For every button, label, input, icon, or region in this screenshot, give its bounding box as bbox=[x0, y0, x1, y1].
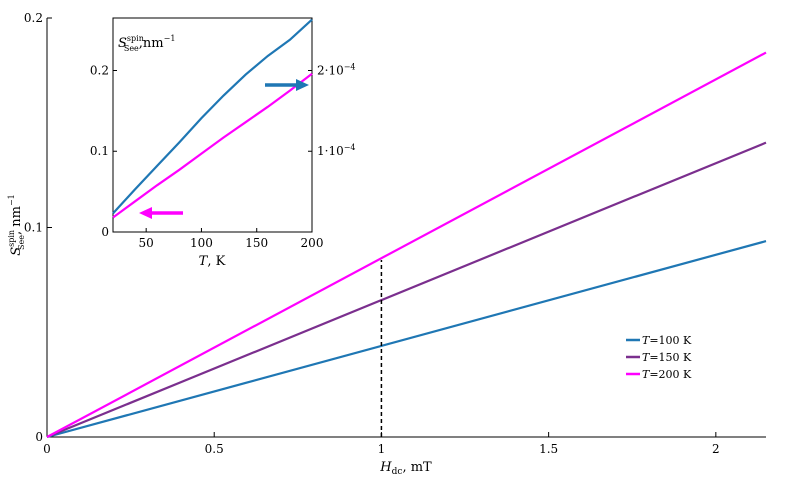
main-y-tick-label: 0.2 bbox=[24, 11, 43, 25]
inset-series-lines bbox=[112, 18, 313, 219]
arrow-to-right-axis bbox=[265, 79, 309, 91]
main-series-lines bbox=[46, 51, 767, 439]
legend-label-1: T=100 K bbox=[642, 334, 692, 347]
main-series-line-3 bbox=[46, 51, 767, 438]
inset-right-y-ticks: 1·10−4 2·10−4 bbox=[308, 62, 356, 158]
main-x-tick-label: 1.5 bbox=[539, 442, 558, 456]
inset-x-tick-label: 200 bbox=[301, 236, 324, 250]
main-y-axis-label: SspinSee, nm−1 bbox=[7, 194, 26, 256]
arrow-left-head bbox=[139, 207, 152, 219]
main-series-line-1 bbox=[46, 240, 767, 439]
main-x-tick-label: 0 bbox=[43, 442, 51, 456]
legend-label-2: T=150 K bbox=[642, 351, 692, 364]
inset-y-axis-label: Sspin See,nm−1 bbox=[118, 34, 175, 53]
inset-right-y-tick-label: 1·10−4 bbox=[317, 143, 356, 158]
inset-series-line-1 bbox=[112, 18, 313, 215]
main-x-tick-label: 1 bbox=[378, 442, 386, 456]
inset-right-y-tick-label: 2·10−4 bbox=[317, 62, 356, 77]
legend-label-3: T=200 K bbox=[642, 368, 692, 381]
inset-y-ticks: 0 0.1 0.2 bbox=[90, 63, 117, 239]
legend: T=100 K T=150 K T=200 K bbox=[626, 334, 692, 381]
inset-x-ticks: 50 100 150 200 bbox=[139, 228, 324, 250]
inset-y-tick-label: 0.1 bbox=[90, 144, 109, 158]
main-x-tick-label: 0.5 bbox=[205, 442, 224, 456]
arrow-right-head bbox=[296, 79, 309, 91]
inset-x-tick-label: 100 bbox=[190, 236, 213, 250]
inset-plot: 50 100 150 200 0 0.1 0.2 1·10−4 2·10−4 Sspin Se… bbox=[90, 17, 356, 269]
inset-y-tick-label: 0.2 bbox=[90, 63, 109, 77]
main-series-line-2 bbox=[46, 141, 767, 439]
inset-x-tick-label: 150 bbox=[245, 236, 268, 250]
main-y-tick-label: 0.1 bbox=[24, 221, 43, 235]
main-y-tick-label: 0 bbox=[35, 430, 43, 444]
inset-series-line-2 bbox=[112, 72, 313, 219]
main-plot: 0 0.5 1 1.5 2 0 0.1 0.2 Hdc, mT SspinSee, nm−1… bbox=[7, 11, 767, 477]
inset-y-tick-label: 0 bbox=[101, 225, 109, 239]
inset-x-tick-label: 50 bbox=[139, 236, 154, 250]
main-y-ticks: 0 0.1 0.2 bbox=[24, 11, 52, 444]
inset-frame bbox=[112, 17, 313, 233]
main-x-axis-label: Hdc, mT bbox=[379, 460, 432, 477]
inset-x-axis-label: T, K bbox=[199, 254, 226, 269]
arrow-to-left-axis bbox=[139, 207, 183, 219]
main-x-tick-label: 2 bbox=[712, 442, 720, 456]
